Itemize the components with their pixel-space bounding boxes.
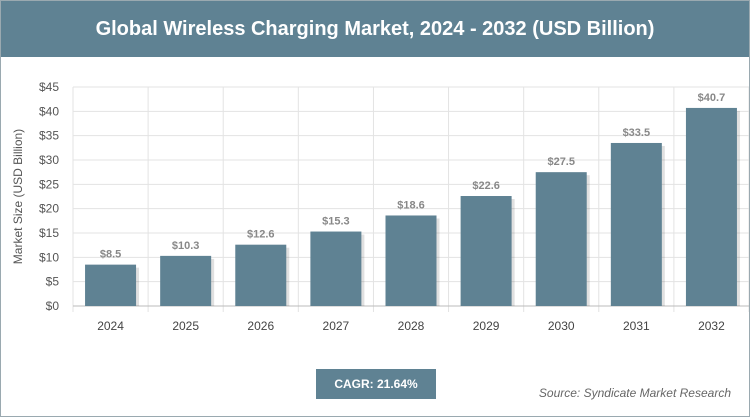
y-tick-label: $15 xyxy=(39,226,59,240)
data-label: $12.6 xyxy=(247,229,275,241)
cagr-badge: CAGR: 21.64% xyxy=(316,369,436,399)
x-tick-label: 2030 xyxy=(548,319,575,333)
x-tick-label: 2027 xyxy=(323,319,350,333)
y-tick-label: $40 xyxy=(39,104,59,118)
x-tick-label: 2028 xyxy=(398,319,425,333)
y-tick-label: $0 xyxy=(46,299,60,313)
data-label: $22.6 xyxy=(472,180,500,192)
bar-2030 xyxy=(535,172,587,306)
bar-2024 xyxy=(85,264,137,306)
data-label: $33.5 xyxy=(623,127,651,139)
y-tick-label: $30 xyxy=(39,153,59,167)
source-note: Source: Syndicate Market Research xyxy=(538,386,731,400)
data-label: $15.3 xyxy=(322,216,350,228)
y-tick-label: $5 xyxy=(46,275,60,289)
y-tick-label: $20 xyxy=(39,202,59,216)
y-tick-label: $25 xyxy=(39,177,59,191)
data-label: $40.7 xyxy=(698,92,726,104)
x-tick-label: 2025 xyxy=(172,319,199,333)
x-tick-label: 2029 xyxy=(473,319,500,333)
x-tick-label: 2031 xyxy=(623,319,650,333)
bar-2027 xyxy=(310,231,362,306)
data-label: $8.5 xyxy=(100,249,121,261)
x-tick-label: 2024 xyxy=(97,319,124,333)
data-label: $10.3 xyxy=(172,240,200,252)
bar-2025 xyxy=(160,255,212,306)
bar-2026 xyxy=(235,244,287,306)
bar-2029 xyxy=(460,196,512,306)
y-tick-label: $10 xyxy=(39,250,59,264)
data-label: $27.5 xyxy=(547,156,575,168)
y-axis-title: Market Size (USD Billion) xyxy=(11,129,25,264)
bar-2032 xyxy=(685,107,737,306)
bar-2031 xyxy=(610,142,662,306)
bar-2028 xyxy=(385,215,437,306)
y-tick-label: $35 xyxy=(39,129,59,143)
y-tick-label: $45 xyxy=(39,80,59,94)
data-label: $18.6 xyxy=(397,199,425,211)
chart-title: Global Wireless Charging Market, 2024 - … xyxy=(1,1,749,57)
x-tick-label: 2032 xyxy=(698,319,725,333)
x-tick-label: 2026 xyxy=(247,319,274,333)
